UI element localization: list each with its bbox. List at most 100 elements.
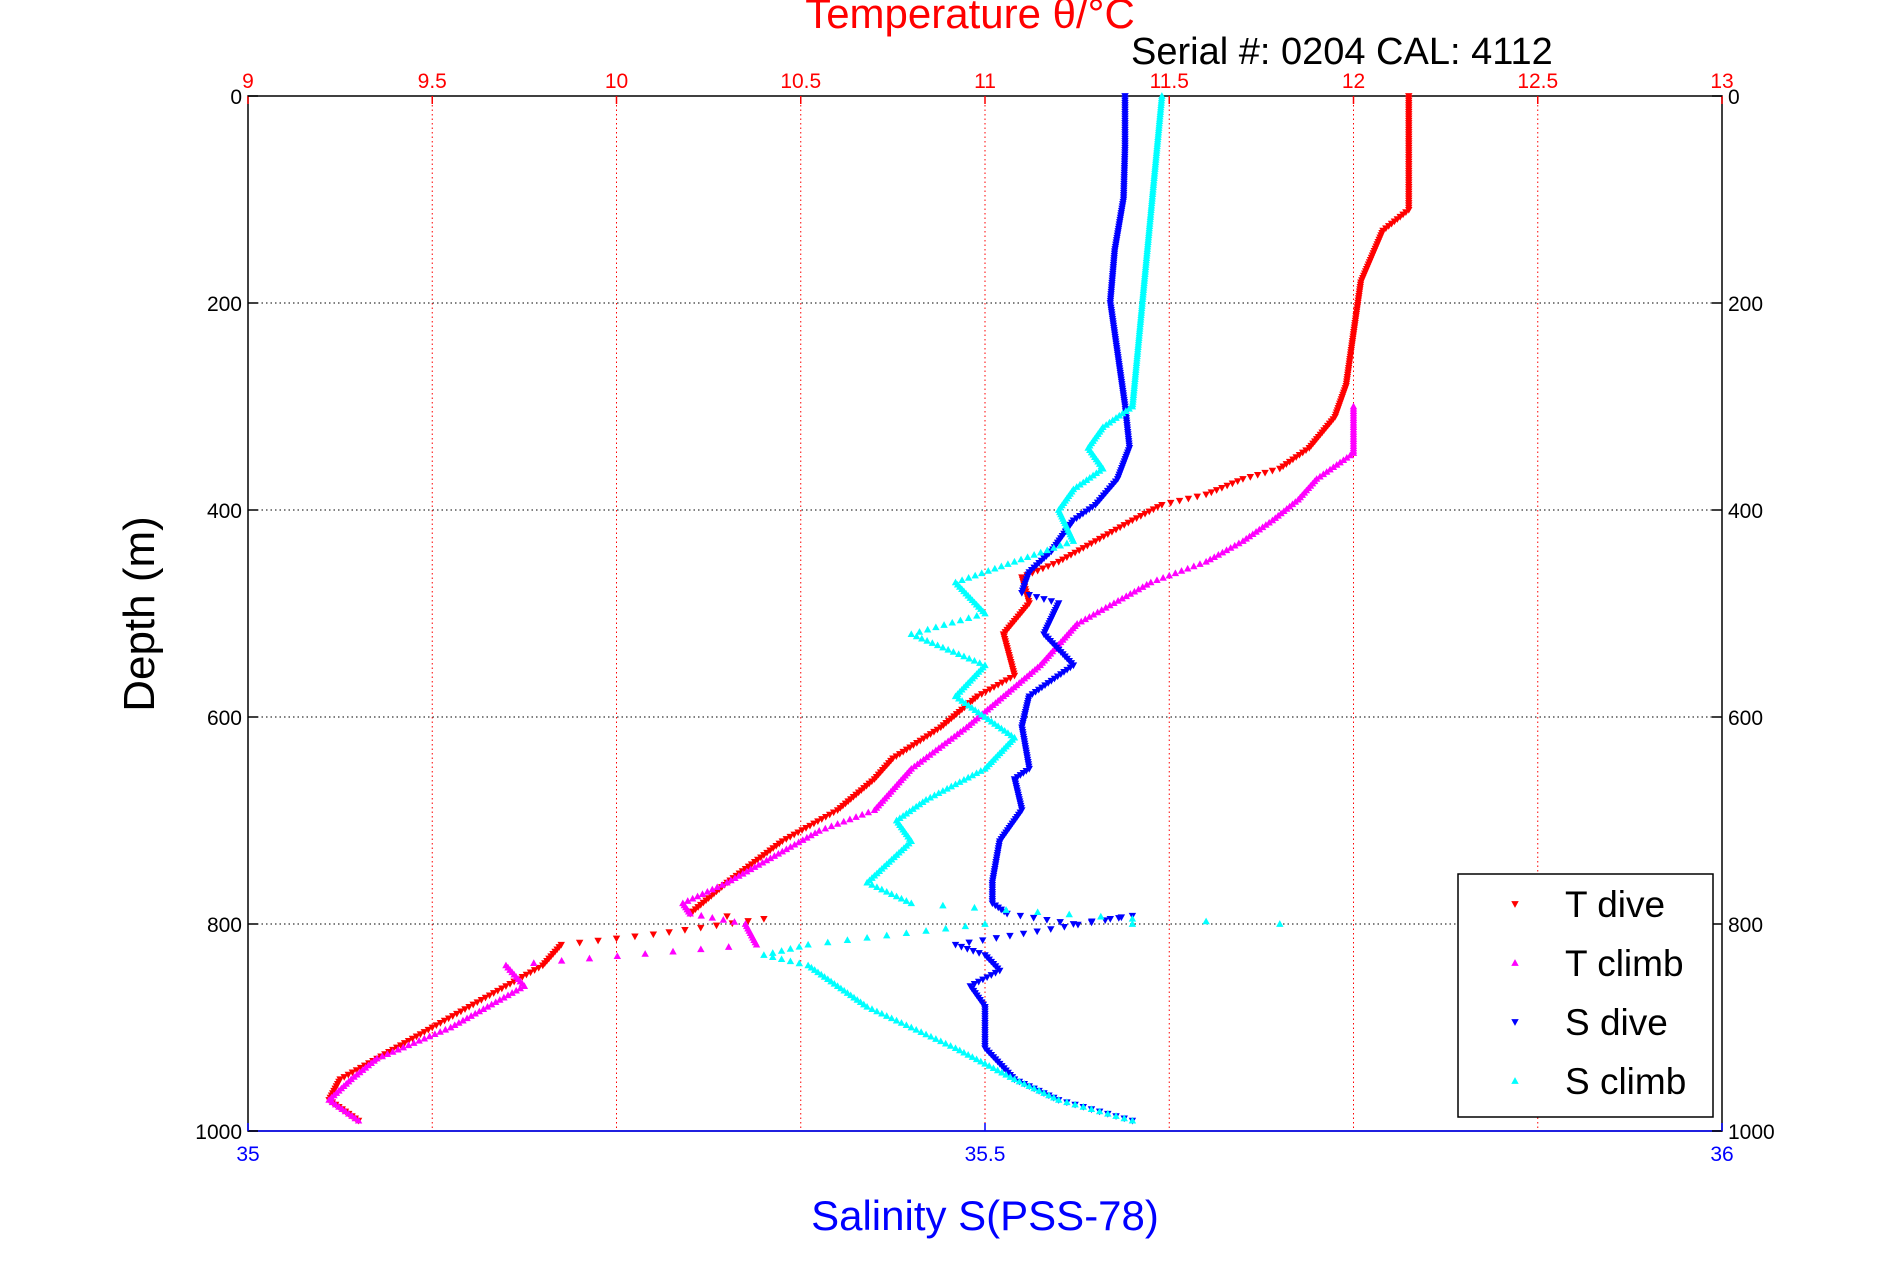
s-climb-point: [868, 1005, 876, 1012]
legend-label: T climb: [1565, 943, 1684, 984]
t-climb-point: [1196, 560, 1204, 567]
depth-tick-label-right: 600: [1728, 707, 1763, 730]
t-climb-point: [1183, 564, 1192, 572]
depth-tick-label-left: 600: [207, 707, 242, 730]
s-climb-point: [1030, 1084, 1038, 1092]
s-climb-point: [1015, 1077, 1024, 1085]
s-climb-point: [1112, 1112, 1120, 1119]
s-climb-point: [1040, 1089, 1048, 1096]
s-dive-point: [1115, 915, 1123, 922]
t-climb-point: [852, 813, 860, 820]
s-climb-point: [1071, 1100, 1079, 1108]
s-climb-point: [991, 564, 999, 572]
s-climb-point: [1087, 1105, 1096, 1113]
t-dive-point: [744, 918, 752, 925]
t-climb-point: [741, 920, 750, 927]
depth-tick-label-left: 0: [230, 86, 242, 109]
t-dive-point: [594, 937, 602, 945]
t-dive-point: [1175, 497, 1184, 505]
t-climb-point: [441, 1025, 450, 1033]
t-dive-point: [1202, 491, 1210, 499]
t-climb-point: [1165, 571, 1173, 579]
t-dive-point: [1167, 499, 1175, 507]
t-climb-point: [697, 911, 705, 919]
s-climb-point: [1054, 1096, 1063, 1103]
s-climb-point: [873, 883, 881, 891]
t-climb-point: [394, 1045, 402, 1053]
s-climb-point: [1030, 551, 1038, 558]
temperature-tick-label: 12: [1342, 70, 1365, 93]
s-climb-point: [1056, 541, 1065, 549]
s-dive-point: [1047, 598, 1056, 605]
t-climb-point: [718, 881, 726, 888]
s-dive-point: [1018, 589, 1026, 597]
s-climb-point: [941, 1039, 950, 1047]
s-climb-point: [912, 1025, 920, 1033]
depth-tick-label-right: 1000: [1728, 1121, 1775, 1144]
t-dive-point: [1039, 565, 1047, 573]
t-dive-point: [612, 935, 621, 943]
t-climb-point: [724, 943, 733, 950]
s-climb-point: [786, 945, 795, 952]
salinity-tick-label: 36: [1710, 1143, 1733, 1166]
s-dive-point: [951, 941, 960, 949]
t-dive-point: [1218, 484, 1226, 492]
s-dive-point: [957, 943, 966, 951]
s-climb-point: [965, 654, 973, 662]
depth-tick-label-right: 800: [1728, 914, 1763, 937]
s-climb-point: [970, 656, 979, 664]
t-climb-point: [827, 822, 836, 830]
s-climb-point: [883, 887, 891, 895]
s-dive-series: [951, 93, 1137, 1125]
t-climb-point: [502, 961, 510, 969]
s-climb-point: [843, 936, 852, 943]
s-climb-point: [1097, 912, 1105, 920]
s-climb-point: [1004, 560, 1012, 567]
t-dive-point: [1268, 467, 1277, 475]
legend: T dive T climb S dive S climb: [1457, 873, 1714, 1118]
s-climb-point: [949, 648, 958, 655]
t-climb-point: [821, 824, 830, 832]
t-climb-point: [864, 808, 873, 816]
t-dive-point: [665, 929, 673, 936]
s-climb-point: [922, 1030, 930, 1038]
legend-box: [1457, 873, 1714, 1118]
serial-cal-label: Serial #: 0204 CAL: 4112: [1131, 31, 1553, 73]
t-climb-point: [679, 899, 687, 907]
t-dive-point: [712, 922, 721, 930]
s-climb-point: [907, 1023, 916, 1031]
s-climb-point: [932, 623, 940, 631]
salinity-tick-label: 35: [236, 1143, 259, 1166]
t-climb-point: [833, 820, 842, 827]
s-climb-point: [956, 616, 965, 624]
legend-marker: [1511, 1019, 1519, 1026]
s-climb-point: [951, 578, 960, 586]
s-climb-point: [892, 1016, 901, 1024]
t-climb-point: [669, 947, 677, 955]
s-dive-point: [965, 939, 973, 947]
s-dive-point: [1016, 912, 1025, 920]
s-climb-point: [863, 933, 871, 941]
t-climb-point: [703, 887, 712, 895]
s-climb-point: [939, 901, 947, 909]
s-dive-point: [1029, 914, 1038, 922]
depth-tick-label-left: 800: [207, 914, 242, 937]
t-dive-point: [1044, 563, 1052, 571]
chart-title: Temperature θ/°C: [805, 0, 1135, 37]
s-climb-point: [937, 1037, 945, 1045]
s-climb-point: [941, 924, 950, 932]
s-climb-series: [760, 92, 1284, 1124]
temperature-tick-label: 10: [605, 70, 628, 93]
t-climb-point: [688, 894, 697, 902]
t-climb-point: [425, 1032, 434, 1040]
s-dive-point: [1040, 596, 1048, 603]
s-climb-point: [960, 652, 968, 660]
s-dive-point: [1087, 919, 1096, 927]
temperature-tick-label: 11: [974, 70, 996, 93]
s-climb-point: [897, 1019, 906, 1026]
depth-tick-label-left: 400: [207, 500, 242, 523]
t-dive-point: [723, 913, 731, 921]
s-climb-point: [954, 650, 963, 658]
s-climb-point: [1158, 92, 1166, 99]
temperature-tick-label: 11.5: [1150, 70, 1189, 93]
